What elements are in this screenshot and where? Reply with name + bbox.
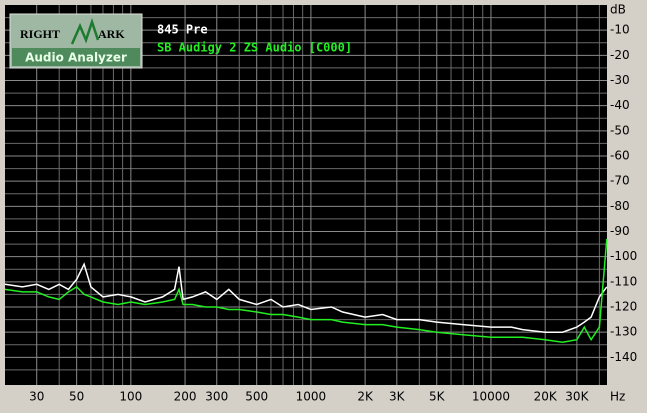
x-tick-label: 1000 <box>296 390 327 404</box>
x-tick-label: 500 <box>245 390 268 404</box>
logo-text: Audio Analyzer <box>25 51 127 65</box>
series-group <box>4 238 608 343</box>
logo-band <box>12 48 140 66</box>
x-tick-label: 3K <box>389 390 406 404</box>
legend-entry: 845 Pre <box>157 23 208 37</box>
x-tick-label: 300 <box>205 390 228 404</box>
y-tick-label: -140 <box>610 350 637 364</box>
y-tick-label: -130 <box>610 325 637 339</box>
y-tick-label: -90 <box>610 224 630 238</box>
x-tick-label: 10000 <box>472 390 510 404</box>
logo-mark <box>70 18 100 45</box>
x-tick-label: 20K <box>534 390 558 404</box>
legend-entry: SB Audigy 2 ZS Audio [C000] <box>157 41 352 55</box>
series-line <box>4 262 608 333</box>
x-tick-label: 30 <box>29 390 44 404</box>
y-tick-label: -80 <box>610 199 630 213</box>
x-tick-label: 30K <box>565 390 589 404</box>
y-tick-label: -40 <box>610 98 630 112</box>
y-tick-label: -10 <box>610 23 630 37</box>
y-tick-label: -70 <box>610 174 630 188</box>
logo-text: ARK <box>98 27 125 41</box>
grid <box>5 5 607 385</box>
x-tick-label: 50 <box>69 390 84 404</box>
y-tick-label: -110 <box>610 274 637 288</box>
x-tick-label: 100 <box>119 390 142 404</box>
y-tick-label: -60 <box>610 148 630 162</box>
y-tick-label: -30 <box>610 73 630 87</box>
logo: RIGHT ARK Audio Analyzer <box>9 13 143 69</box>
y-tick-label: -50 <box>610 123 630 137</box>
y-tick-label: -100 <box>610 249 637 263</box>
series-line <box>4 238 608 343</box>
y-tick-label: -20 <box>610 48 630 62</box>
x-unit: Hz <box>610 390 625 404</box>
x-tick-label: 2K <box>357 390 374 404</box>
x-tick-label: 5K <box>429 390 446 404</box>
x-tick-label: 200 <box>174 390 197 404</box>
y-unit: dB <box>610 3 626 17</box>
logo-text: RIGHT <box>20 27 60 41</box>
y-tick-label: -120 <box>610 299 637 313</box>
